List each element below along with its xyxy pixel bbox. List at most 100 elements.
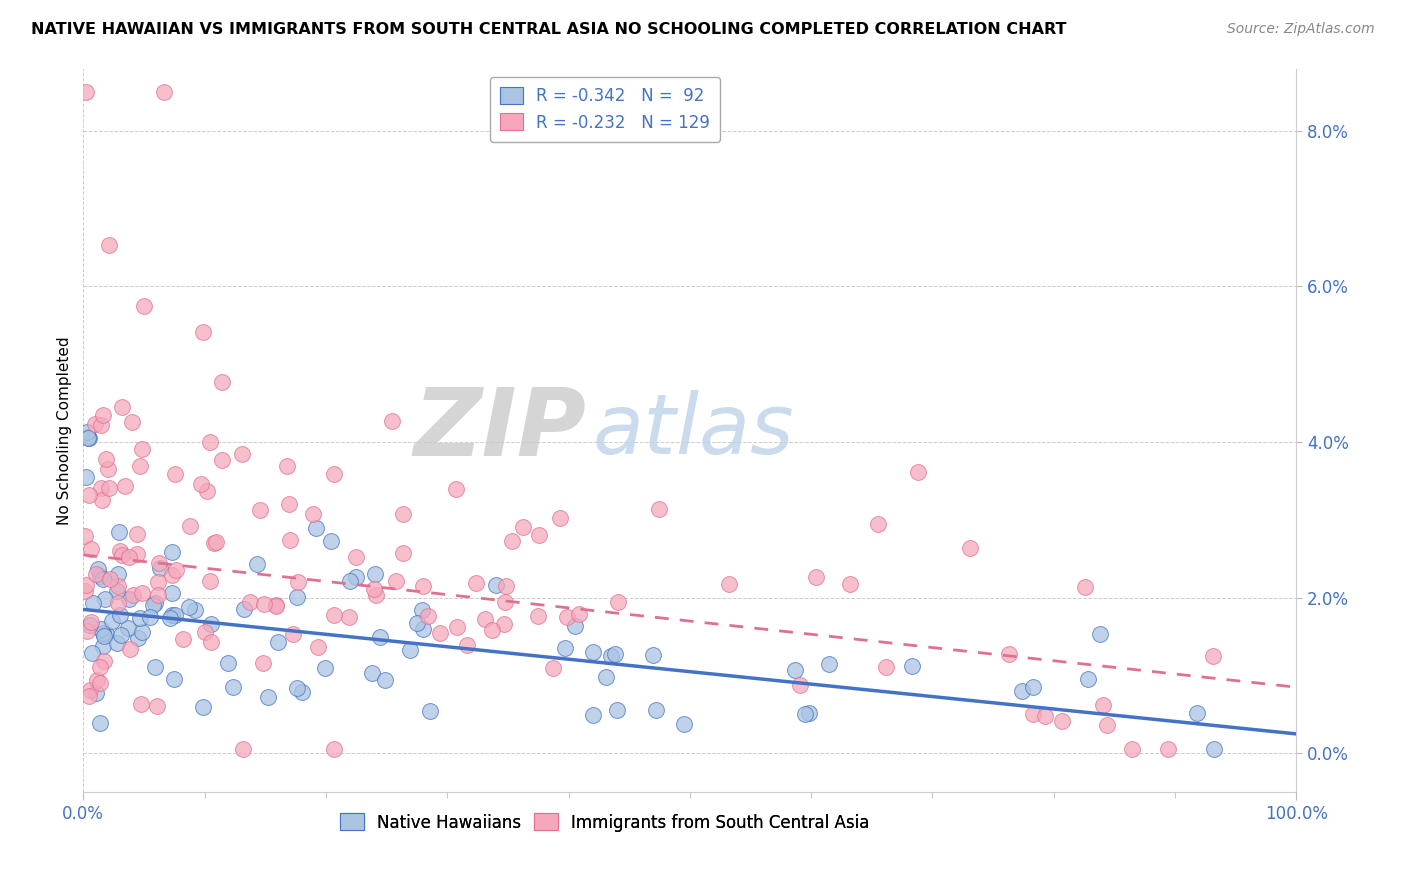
Point	[411, 603, 433, 617]
Point	[527, 528, 550, 542]
Point	[143, 659, 166, 673]
Point	[392, 546, 415, 560]
Point	[287, 574, 309, 589]
Point	[464, 575, 486, 590]
Point	[107, 579, 129, 593]
Point	[75, 470, 97, 484]
Point	[344, 570, 367, 584]
Point	[148, 556, 170, 570]
Point	[162, 607, 184, 622]
Point	[360, 666, 382, 681]
Point	[314, 661, 336, 675]
Legend: Native Hawaiians, Immigrants from South Central Asia: Native Hawaiians, Immigrants from South …	[333, 806, 876, 838]
Point	[160, 567, 183, 582]
Point	[96, 627, 118, 641]
Point	[101, 614, 124, 628]
Point	[131, 586, 153, 600]
Point	[555, 610, 578, 624]
Point	[606, 703, 628, 717]
Point	[89, 569, 111, 583]
Point	[91, 408, 114, 422]
Point	[456, 638, 478, 652]
Point	[107, 597, 129, 611]
Point	[231, 447, 253, 461]
Point	[485, 578, 508, 592]
Point	[412, 579, 434, 593]
Point	[1185, 706, 1208, 720]
Point	[302, 508, 325, 522]
Point	[89, 676, 111, 690]
Point	[146, 575, 169, 590]
Point	[385, 574, 408, 589]
Point	[200, 635, 222, 649]
Point	[799, 706, 821, 720]
Point	[76, 425, 98, 440]
Point	[789, 677, 811, 691]
Point	[370, 630, 392, 644]
Point	[195, 484, 218, 499]
Point	[267, 635, 290, 649]
Point	[118, 550, 141, 565]
Point	[783, 663, 806, 677]
Point	[416, 609, 439, 624]
Point	[98, 572, 121, 586]
Text: Source: ZipAtlas.com: Source: ZipAtlas.com	[1227, 22, 1375, 37]
Point	[80, 541, 103, 556]
Point	[111, 549, 134, 563]
Point	[959, 541, 981, 556]
Point	[606, 595, 628, 609]
Point	[129, 459, 152, 474]
Point	[200, 574, 222, 588]
Point	[132, 299, 155, 313]
Point	[91, 572, 114, 586]
Point	[179, 518, 201, 533]
Point	[1088, 627, 1111, 641]
Point	[495, 579, 517, 593]
Point	[122, 588, 145, 602]
Point	[323, 742, 346, 756]
Point	[76, 431, 98, 445]
Point	[127, 631, 149, 645]
Point	[77, 430, 100, 444]
Point	[446, 620, 468, 634]
Point	[200, 435, 222, 450]
Point	[582, 645, 605, 659]
Point	[121, 415, 143, 429]
Point	[232, 601, 254, 615]
Point	[79, 689, 101, 703]
Point	[211, 375, 233, 389]
Point	[717, 577, 740, 591]
Point	[907, 465, 929, 479]
Point	[239, 595, 262, 609]
Point	[98, 237, 121, 252]
Point	[1074, 580, 1097, 594]
Point	[79, 683, 101, 698]
Point	[481, 623, 503, 637]
Point	[217, 656, 239, 670]
Point	[246, 557, 269, 571]
Point	[1121, 742, 1143, 756]
Point	[419, 705, 441, 719]
Point	[1202, 648, 1225, 663]
Point	[344, 550, 367, 565]
Point	[804, 570, 827, 584]
Point	[253, 597, 276, 611]
Point	[90, 622, 112, 636]
Point	[105, 583, 128, 598]
Point	[93, 629, 115, 643]
Point	[145, 596, 167, 610]
Point	[75, 578, 97, 592]
Point	[866, 517, 889, 532]
Point	[90, 493, 112, 508]
Point	[138, 610, 160, 624]
Point	[128, 611, 150, 625]
Point	[264, 598, 287, 612]
Point	[526, 608, 548, 623]
Point	[91, 639, 114, 653]
Point	[127, 526, 149, 541]
Point	[564, 619, 586, 633]
Point	[108, 607, 131, 622]
Point	[381, 414, 404, 428]
Point	[79, 617, 101, 632]
Point	[429, 626, 451, 640]
